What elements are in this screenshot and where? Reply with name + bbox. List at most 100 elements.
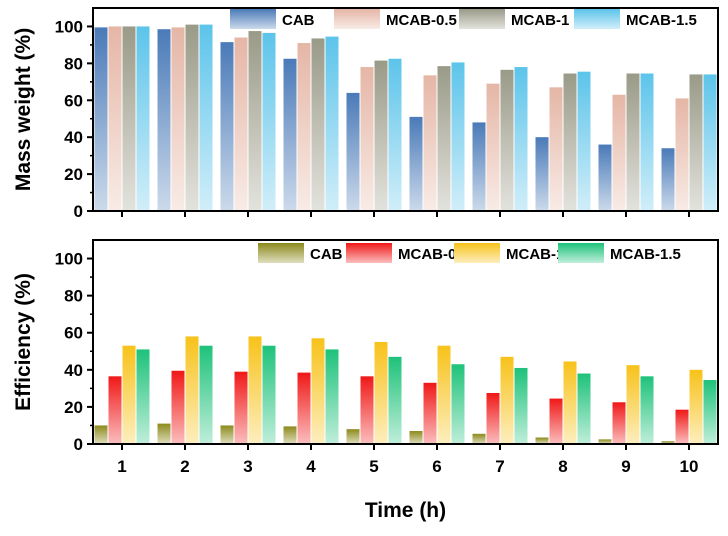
bar-mcab-1.5-t10 [703,74,717,211]
legend-item-cab: CAB [230,9,315,29]
bar-cab-t10 [661,148,675,211]
bar-cab-t6 [409,431,423,444]
bar-mcab-0.5-t9 [612,402,626,444]
legend-label: MCAB-0.5 [386,12,457,29]
bar-mcab-1-t9 [626,73,640,211]
bar-mcab-1-t6 [437,66,451,211]
bar-mcab-0.5-t4 [297,43,311,212]
bar-mcab-1.5-t7 [514,367,528,444]
bar-cab-t5 [346,92,360,211]
bar-mcab-1.5-t2 [199,345,213,444]
bar-mcab-1.5-t2 [199,24,213,211]
bar-mcab-1.5-t9 [640,73,654,211]
bar-mcab-1-t9 [626,365,640,444]
bar-mcab-0.5-t1 [108,376,122,444]
bar-mcab-0.5-t1 [108,26,122,212]
bar-mcab-1-t2 [185,24,199,211]
x-tick-label: 3 [243,457,252,476]
legend-swatch [459,9,505,29]
legend-item-mcab-1: MCAB-1 [454,243,564,263]
bar-mcab-0.5-t5 [360,67,374,211]
bar-mcab-1-t3 [248,31,262,211]
x-tick-label: 1 [117,457,126,476]
x-tick-label: 5 [369,457,378,476]
legend-swatch [454,243,500,263]
legend-label: MCAB-1 [511,12,569,29]
bar-cab-t6 [409,116,423,211]
bar-mcab-1-t7 [500,356,514,444]
bar-mcab-1.5-t5 [388,356,402,444]
bar-mcab-0.5-t8 [549,398,563,444]
bar-mcab-0.5-t5 [360,376,374,444]
bar-mcab-0.5-t8 [549,87,563,211]
x-tick-label: 2 [180,457,189,476]
y-tick-label: 80 [64,54,83,73]
legend-swatch [574,9,620,29]
legend-label: MCAB-1.5 [626,12,697,29]
y-tick-label: 20 [64,398,83,417]
bar-cab-t8 [535,137,549,211]
bar-mcab-0.5-t6 [423,75,437,211]
bar-mcab-1.5-t8 [577,71,591,211]
y-tick-label: 100 [55,250,83,269]
bar-mcab-0.5-t2 [171,370,185,444]
bar-mcab-0.5-t7 [486,393,500,444]
bar-cab-t3 [220,425,234,444]
bar-cab-t9 [598,439,612,444]
bar-cab-t5 [346,429,360,444]
bar-mcab-1.5-t10 [703,380,717,444]
bar-mcab-1.5-t1 [136,26,150,212]
bar-cab-t1 [94,425,108,444]
plot-frame [92,239,719,445]
bar-mcab-1-t7 [500,69,514,211]
bar-cab-t1 [94,27,108,211]
bar-mcab-1-t3 [248,336,262,444]
x-axis-title: Time (h) [365,499,446,522]
legend-swatch [258,243,304,263]
x-tick-label: 10 [680,457,699,476]
legend-item-mcab-0.5: MCAB-0.5 [334,9,457,29]
legend-label: MCAB-0.5 [398,246,469,263]
y-tick-label: 0 [74,435,83,454]
bar-mcab-1-t8 [563,361,577,444]
bar-mcab-1-t1 [122,345,136,444]
bar-mcab-0.5-t6 [423,382,437,444]
y-tick-label: 40 [64,361,83,380]
bar-mcab-1-t5 [374,342,388,444]
bar-cab-t7 [472,433,486,444]
bar-cab-t8 [535,437,549,444]
bar-mcab-1-t4 [311,38,325,212]
legend-item-mcab-1: MCAB-1 [459,9,569,29]
bar-mcab-1.5-t8 [577,373,591,444]
y-tick-label: 40 [64,128,83,147]
legend-label: MCAB-1.5 [610,246,681,263]
y-tick-label: 100 [55,17,83,36]
legend-item-mcab-1.5: MCAB-1.5 [574,9,697,29]
bar-mcab-0.5-t2 [171,27,185,211]
bar-mcab-1-t4 [311,338,325,444]
bar-mcab-1.5-t4 [325,349,339,444]
legend-item-mcab-1.5: MCAB-1.5 [558,243,681,263]
legend-swatch [346,243,392,263]
x-tick-label: 9 [621,457,630,476]
bar-cab-t3 [220,42,234,211]
x-tick-label: 4 [306,457,316,476]
bar-mcab-1-t10 [689,74,703,211]
y-tick-label: 20 [64,165,83,184]
bar-mcab-1.5-t4 [325,36,339,211]
bar-mcab-1-t10 [689,369,703,444]
bar-mcab-1-t5 [374,60,388,211]
y-tick-label: 0 [74,202,83,221]
bar-cab-t4 [283,58,297,211]
bar-cab-t10 [661,441,675,444]
legend-label: MCAB-1 [506,246,564,263]
x-tick-label: 8 [558,457,567,476]
bar-mcab-1.5-t1 [136,349,150,444]
bar-cab-t4 [283,426,297,444]
legend-swatch [334,9,380,29]
y-axis-title: Efficiency (%) [12,273,35,411]
bar-mcab-1.5-t5 [388,58,402,211]
bar-mcab-1.5-t3 [262,345,276,444]
legend-item-cab: CAB [258,243,343,263]
